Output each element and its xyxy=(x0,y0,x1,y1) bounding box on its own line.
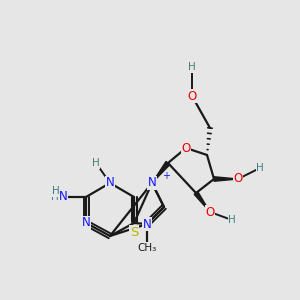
Text: H: H xyxy=(228,215,236,225)
Text: H: H xyxy=(188,62,196,72)
Polygon shape xyxy=(152,161,170,183)
Text: O: O xyxy=(233,172,243,185)
Text: H: H xyxy=(52,186,60,196)
Text: O: O xyxy=(206,206,214,218)
Text: N: N xyxy=(58,190,66,203)
Text: +: + xyxy=(162,171,170,181)
Text: H: H xyxy=(256,163,264,173)
Text: N: N xyxy=(82,217,90,230)
Text: N: N xyxy=(106,176,114,190)
Text: O: O xyxy=(182,142,190,154)
Text: O: O xyxy=(188,89,196,103)
Polygon shape xyxy=(194,192,210,212)
Text: H: H xyxy=(50,192,58,202)
Text: H: H xyxy=(92,158,100,168)
Text: H: H xyxy=(51,192,59,202)
Text: N: N xyxy=(142,218,152,230)
Text: N: N xyxy=(148,176,156,190)
Polygon shape xyxy=(214,177,238,181)
Text: N: N xyxy=(58,190,68,203)
Text: CH₃: CH₃ xyxy=(137,243,157,253)
Text: S: S xyxy=(130,226,138,238)
